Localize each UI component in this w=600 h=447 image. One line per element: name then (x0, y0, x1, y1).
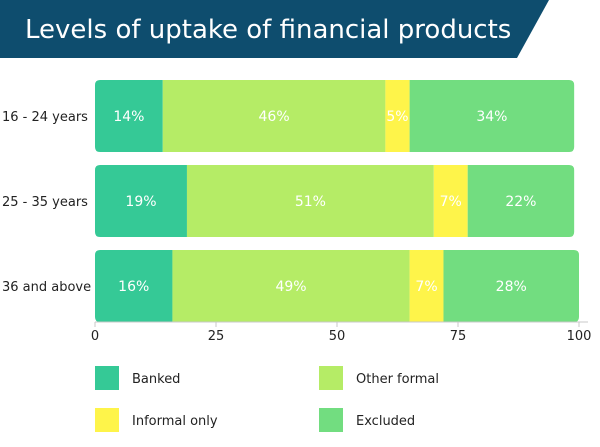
data-label-36-and-above-informal-only: 7% (415, 279, 437, 295)
data-label-16-24-years-excluded: 34% (476, 109, 507, 125)
bar-16-24-years-banked (95, 80, 163, 152)
bar-25-35-years-banked (95, 165, 187, 237)
bar-16-24-years-excluded (409, 80, 575, 152)
title-banner (0, 0, 549, 58)
bar-36-and-above-other-formal (172, 250, 410, 322)
data-label-36-and-above-other-formal: 49% (275, 279, 306, 295)
x-axis-ticks: 0 25 50 75 100 (91, 322, 592, 344)
data-label-36-and-above-excluded: 28% (496, 279, 527, 295)
bar-36-and-above-banked (95, 250, 173, 322)
legend-label-banked: Banked (132, 372, 180, 387)
data-label-36-and-above-banked: 16% (118, 279, 149, 295)
data-label-25-35-years-informal-only: 7% (440, 194, 462, 210)
legend-label-other-formal: Other formal (356, 372, 439, 387)
x-tick-label-75: 75 (450, 329, 467, 344)
category-label-36-and-above: 36 and above (2, 280, 91, 295)
legend: Banked Other formal Informal only Excluded (95, 366, 439, 432)
bars (95, 80, 579, 322)
bar-25-35-years-other-formal (186, 165, 434, 237)
bar-16-24-years-informal-only (385, 80, 410, 152)
category-label-16-24-years: 16 - 24 years (2, 110, 88, 125)
data-label-16-24-years-other-formal: 46% (259, 109, 290, 125)
category-labels: 16 - 24 years 25 - 35 years 36 and above (2, 110, 91, 295)
data-label-16-24-years-informal-only: 5% (386, 109, 408, 125)
legend-label-excluded: Excluded (356, 414, 415, 429)
data-labels: 14% 46% 5% 34% 19% 51% 7% 22% 16% 49% 7% 28% (113, 109, 536, 295)
data-label-16-24-years-banked: 14% (113, 109, 144, 125)
legend-label-informal-only: Informal only (132, 414, 218, 429)
legend-swatch-informal-only (95, 408, 119, 432)
x-tick-label-100: 100 (567, 329, 592, 344)
legend-swatch-other-formal (319, 366, 343, 390)
data-label-25-35-years-other-formal: 51% (295, 194, 326, 210)
legend-swatch-banked (95, 366, 119, 390)
bar-36-and-above-informal-only (409, 250, 444, 322)
bar-25-35-years-excluded (467, 165, 575, 237)
x-tick-label-25: 25 (208, 329, 225, 344)
bar-36-and-above-excluded (443, 250, 579, 322)
x-tick-label-50: 50 (329, 329, 346, 344)
category-label-25-35-years: 25 - 35 years (2, 195, 88, 210)
bar-25-35-years-informal-only (433, 165, 468, 237)
legend-swatch-excluded (319, 408, 343, 432)
data-label-25-35-years-banked: 19% (125, 194, 156, 210)
chart-title: Levels of uptake of financial products (25, 15, 511, 45)
data-label-25-35-years-excluded: 22% (505, 194, 536, 210)
bar-16-24-years-other-formal (162, 80, 386, 152)
x-tick-label-0: 0 (91, 329, 99, 344)
